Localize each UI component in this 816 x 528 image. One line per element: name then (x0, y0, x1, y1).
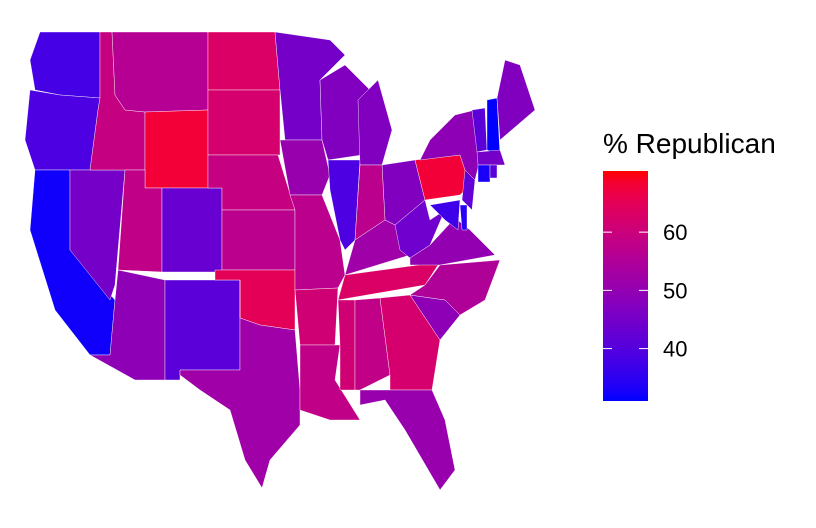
state (289, 194, 346, 291)
state (279, 139, 331, 196)
state (459, 204, 468, 231)
state (221, 209, 296, 271)
state (24, 89, 101, 171)
state (414, 154, 471, 201)
state (409, 217, 496, 266)
state (179, 280, 301, 489)
state (489, 164, 498, 179)
colorbar (603, 171, 648, 401)
state (394, 199, 446, 259)
state (164, 279, 241, 381)
state (111, 31, 209, 113)
state (144, 109, 209, 189)
state (429, 199, 461, 231)
states (24, 31, 536, 491)
tick-label: 40 (663, 337, 687, 362)
state (337, 299, 356, 391)
legend: 40 50 60 (603, 171, 687, 401)
tick-label: 60 (663, 220, 687, 245)
state (357, 79, 393, 166)
tick-label: 50 (663, 278, 687, 303)
state (354, 297, 391, 391)
state (496, 59, 536, 141)
state (161, 187, 223, 273)
state (207, 89, 281, 156)
state (359, 389, 456, 491)
legend-title: % Republican (603, 128, 776, 159)
state (207, 31, 281, 91)
state (294, 287, 339, 346)
state (476, 149, 506, 166)
state (461, 169, 476, 211)
state (299, 344, 361, 421)
state (409, 259, 501, 316)
state (477, 164, 491, 183)
state (29, 31, 101, 99)
